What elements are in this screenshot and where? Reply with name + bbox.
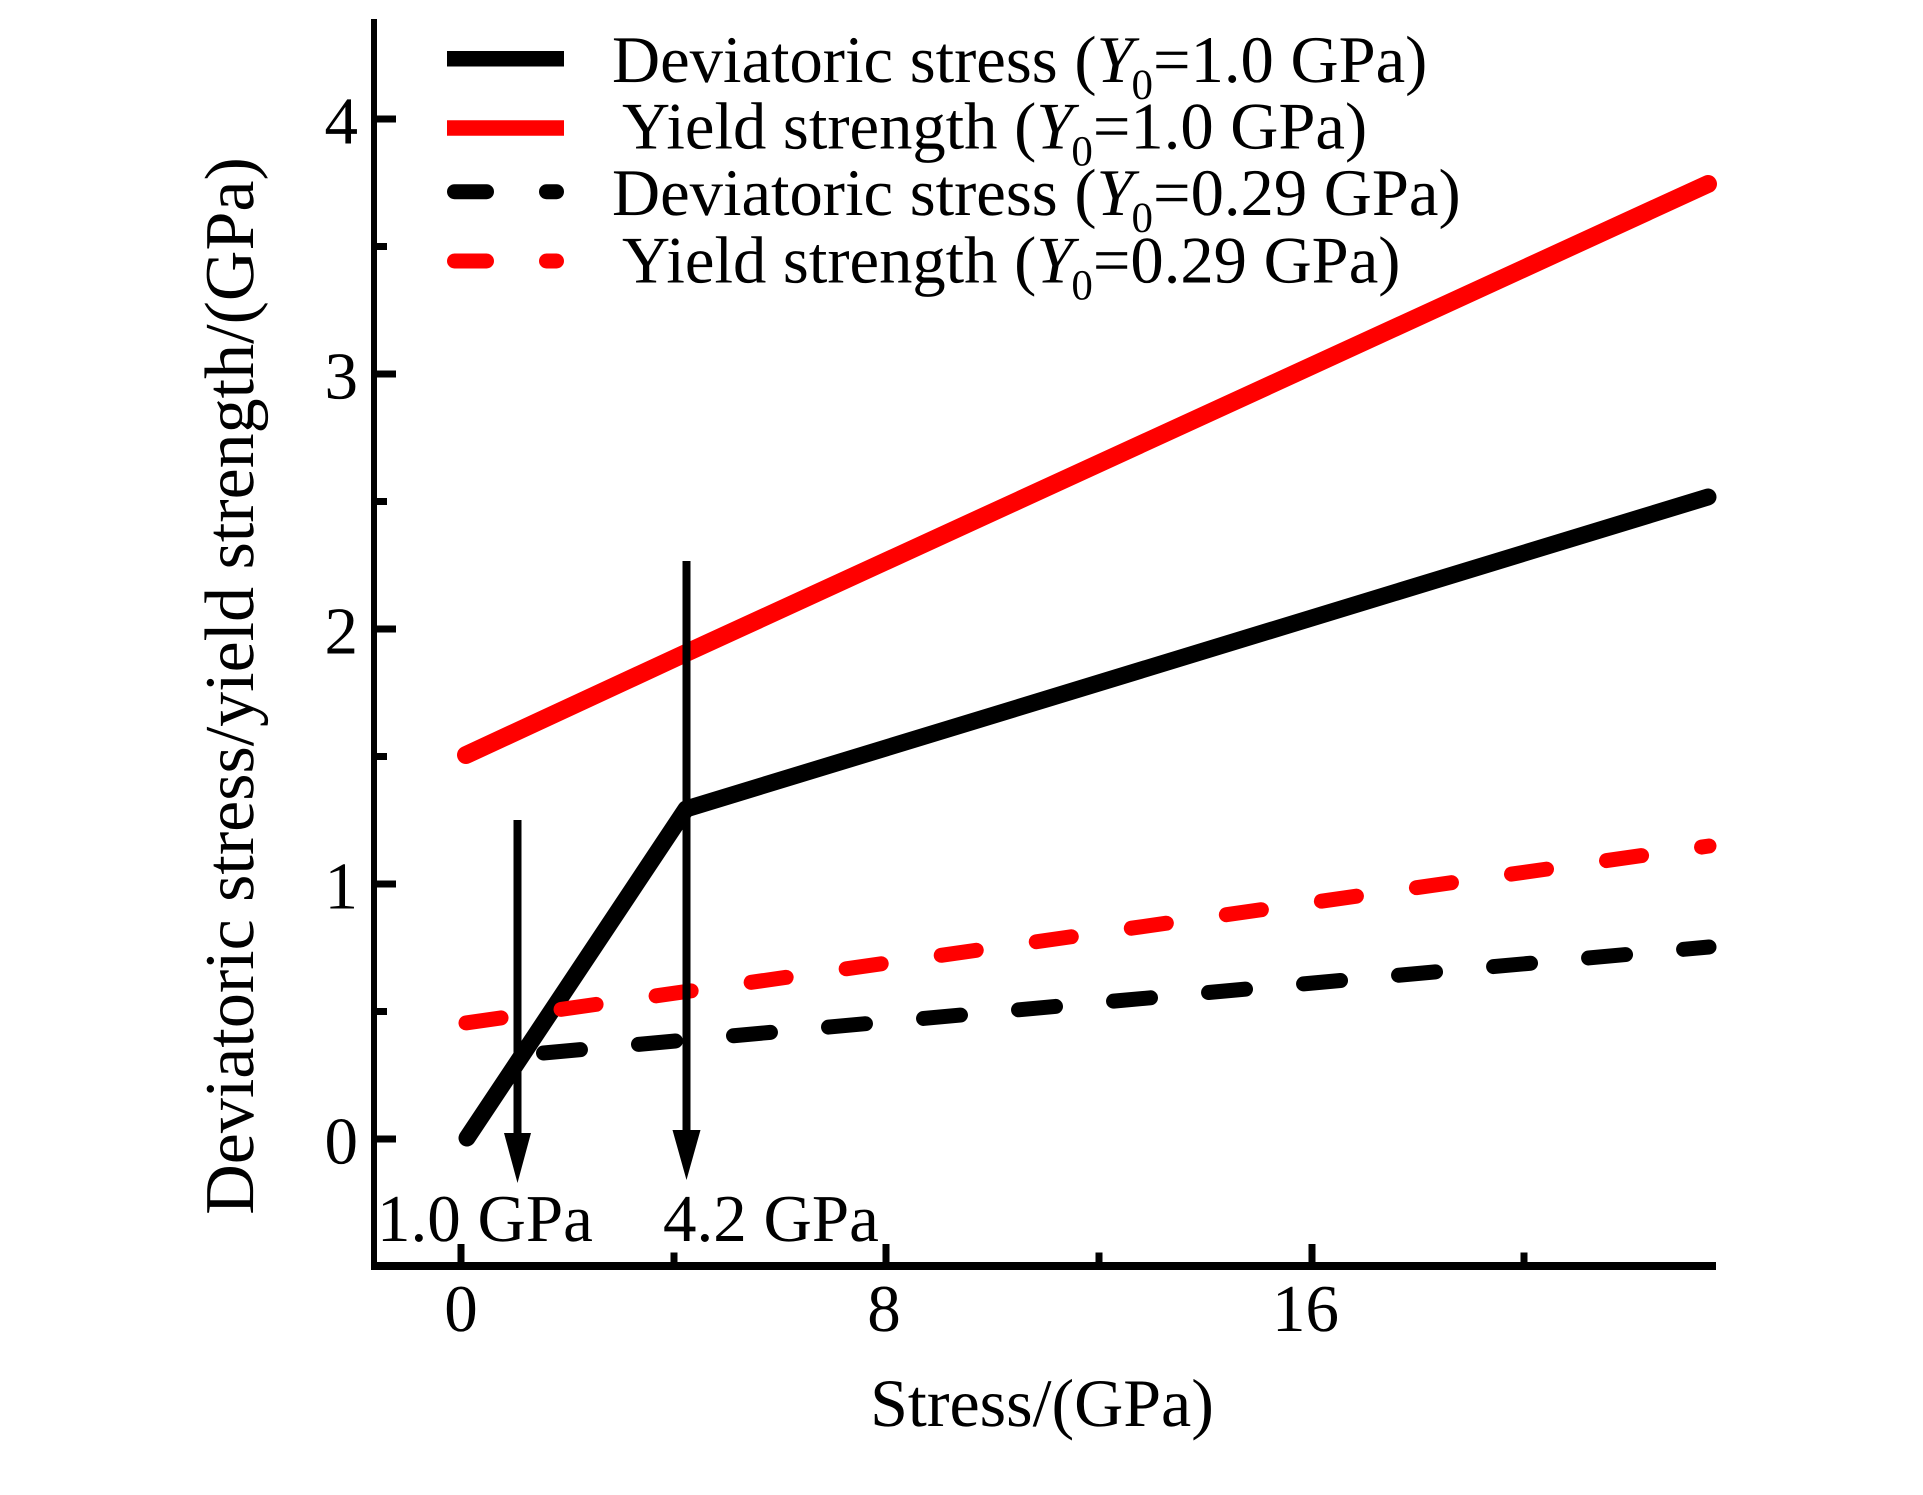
svg-text:Deviatoric stress (Y0=0.29 GPa: Deviatoric stress (Y0=0.29 GPa)	[612, 157, 1461, 242]
svg-text:1.0 GPa: 1.0 GPa	[377, 1182, 593, 1256]
svg-text:4.2 GPa: 4.2 GPa	[663, 1182, 879, 1256]
svg-text:0: 0	[325, 1105, 359, 1179]
svg-text:1: 1	[325, 850, 359, 924]
svg-text:2: 2	[325, 595, 359, 669]
svg-text:0: 0	[444, 1272, 478, 1346]
svg-text:Stress/(GPa): Stress/(GPa)	[870, 1365, 1214, 1441]
svg-text:4: 4	[325, 85, 359, 159]
svg-text:16: 16	[1272, 1272, 1339, 1346]
svg-text:Yield strength (Y0=1.0 GPa): Yield strength (Y0=1.0 GPa)	[622, 90, 1367, 175]
svg-text:Deviatoric stress/yield streng: Deviatoric stress/yield strength/(GPa)	[192, 157, 269, 1215]
svg-text:Deviatoric stress (Y0=1.0 GPa): Deviatoric stress (Y0=1.0 GPa)	[612, 24, 1427, 109]
svg-text:3: 3	[325, 340, 359, 414]
svg-text:Yield strength (Y0=0.29 GPa): Yield strength (Y0=0.29 GPa)	[622, 224, 1400, 309]
svg-text:8: 8	[867, 1272, 901, 1346]
